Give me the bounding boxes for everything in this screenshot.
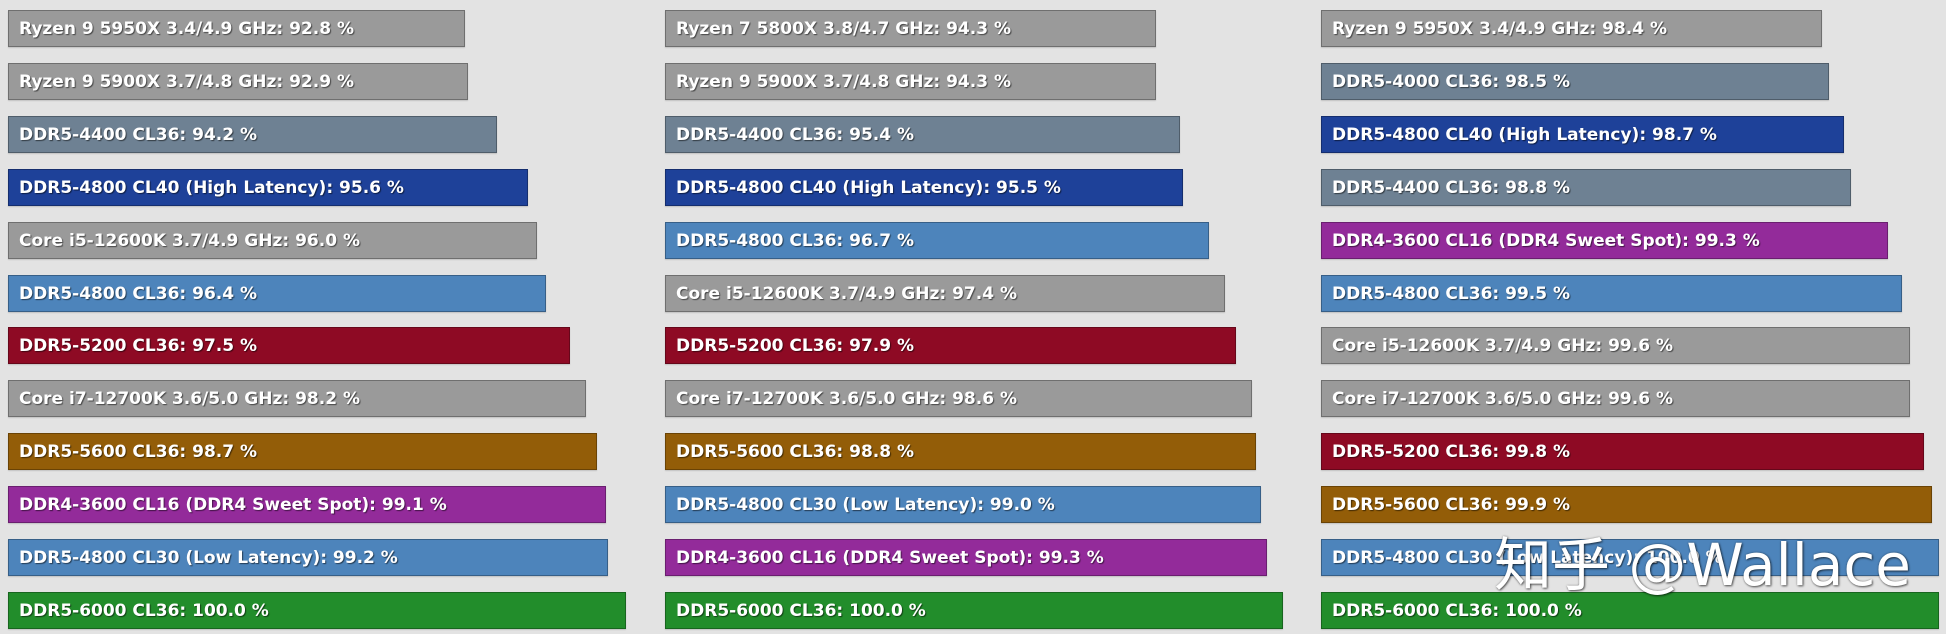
bar-label: DDR5-6000 CL36: 100.0 % — [1332, 600, 1582, 621]
chart-bar: Core i5-12600K 3.7/4.9 GHz: 97.4 % — [665, 275, 1225, 312]
chart-bar: DDR4-3600 CL16 (DDR4 Sweet Spot): 99.3 % — [665, 539, 1267, 576]
chart-bar: Core i5-12600K 3.7/4.9 GHz: 96.0 % — [8, 222, 537, 259]
bar-label: DDR5-5600 CL36: 98.8 % — [676, 441, 915, 462]
chart-bar: DDR5-4800 CL36: 96.4 % — [8, 275, 546, 312]
chart-bar: DDR5-4800 CL30 (Low Latency): 100.0 % — [1321, 539, 1939, 576]
bar-label: DDR5-4800 CL40 (High Latency): 95.6 % — [19, 177, 404, 198]
chart-bar: Ryzen 9 5900X 3.7/4.8 GHz: 94.3 % — [665, 63, 1156, 100]
chart-bar: DDR5-5600 CL36: 99.9 % — [1321, 486, 1932, 523]
bar-label: DDR4-3600 CL16 (DDR4 Sweet Spot): 99.3 % — [1332, 230, 1760, 251]
chart-bar: DDR5-4800 CL40 (High Latency): 95.5 % — [665, 169, 1183, 206]
bar-label: Ryzen 9 5950X 3.4/4.9 GHz: 98.4 % — [1332, 18, 1667, 39]
chart-bar: DDR5-4400 CL36: 94.2 % — [8, 116, 497, 153]
bar-label: DDR5-4000 CL36: 98.5 % — [1332, 71, 1571, 92]
bar-label: Core i5-12600K 3.7/4.9 GHz: 96.0 % — [19, 230, 360, 251]
chart-bar: DDR5-5200 CL36: 99.8 % — [1321, 433, 1924, 470]
chart-bar: DDR4-3600 CL16 (DDR4 Sweet Spot): 99.1 % — [8, 486, 606, 523]
bar-label: DDR5-5200 CL36: 97.5 % — [19, 335, 258, 356]
chart-bar: Core i7-12700K 3.6/5.0 GHz: 99.6 % — [1321, 380, 1910, 417]
chart-bar: Ryzen 7 5800X 3.8/4.7 GHz: 94.3 % — [665, 10, 1156, 47]
chart-bar: DDR5-4800 CL36: 99.5 % — [1321, 275, 1902, 312]
chart-bar: DDR5-4400 CL36: 95.4 % — [665, 116, 1180, 153]
bar-label: DDR5-4800 CL40 (High Latency): 98.7 % — [1332, 124, 1717, 145]
bar-label: DDR5-5600 CL36: 98.7 % — [19, 441, 258, 462]
chart-bar: DDR5-4800 CL36: 96.7 % — [665, 222, 1209, 259]
chart-panel-left: Ryzen 9 5950X 3.4/4.9 GHz: 92.8 % Ryzen 9… — [8, 0, 626, 634]
bar-label: DDR5-6000 CL36: 100.0 % — [19, 600, 269, 621]
chart-panel-middle: Ryzen 7 5800X 3.8/4.7 GHz: 94.3 % Ryzen 9… — [665, 0, 1283, 634]
chart-bar: Ryzen 9 5900X 3.7/4.8 GHz: 92.9 % — [8, 63, 468, 100]
bar-label: Ryzen 7 5800X 3.8/4.7 GHz: 94.3 % — [676, 18, 1011, 39]
bar-label: DDR5-4800 CL40 (High Latency): 95.5 % — [676, 177, 1061, 198]
chart-bar: DDR5-5200 CL36: 97.5 % — [8, 327, 570, 364]
chart-bar: Core i7-12700K 3.6/5.0 GHz: 98.6 % — [665, 380, 1252, 417]
chart-bar: DDR5-5200 CL36: 97.9 % — [665, 327, 1236, 364]
chart-bar: DDR5-4800 CL30 (Low Latency): 99.0 % — [665, 486, 1261, 523]
bar-label: DDR5-4800 CL30 (Low Latency): 100.0 % — [1332, 547, 1723, 568]
bar-label: DDR5-4800 CL30 (Low Latency): 99.0 % — [676, 494, 1055, 515]
chart-panel-right: Ryzen 9 5950X 3.4/4.9 GHz: 98.4 % DDR5-40… — [1321, 0, 1939, 634]
bar-label: Ryzen 9 5950X 3.4/4.9 GHz: 92.8 % — [19, 18, 354, 39]
bar-label: DDR5-5200 CL36: 99.8 % — [1332, 441, 1571, 462]
watermark-text: 知乎 @Wallace — [1494, 531, 1911, 599]
chart-bar: Core i5-12600K 3.7/4.9 GHz: 99.6 % — [1321, 327, 1910, 364]
chart-bar: Core i7-12700K 3.6/5.0 GHz: 98.2 % — [8, 380, 586, 417]
bar-label: Ryzen 9 5900X 3.7/4.8 GHz: 94.3 % — [676, 71, 1011, 92]
chart-bar: Ryzen 9 5950X 3.4/4.9 GHz: 98.4 % — [1321, 10, 1822, 47]
chart-bar: DDR5-4000 CL36: 98.5 % — [1321, 63, 1829, 100]
bar-label: DDR5-4800 CL36: 99.5 % — [1332, 283, 1571, 304]
bar-label: DDR5-4800 CL36: 96.4 % — [19, 283, 258, 304]
chart-bar: DDR5-6000 CL36: 100.0 % — [8, 592, 626, 629]
chart-bar: DDR5-5600 CL36: 98.8 % — [665, 433, 1256, 470]
bar-label: Core i7-12700K 3.6/5.0 GHz: 98.6 % — [676, 388, 1017, 409]
chart-bar: Ryzen 9 5950X 3.4/4.9 GHz: 92.8 % — [8, 10, 465, 47]
chart-bar: DDR5-5600 CL36: 98.7 % — [8, 433, 597, 470]
bar-label: DDR5-4800 CL30 (Low Latency): 99.2 % — [19, 547, 398, 568]
chart-bar: DDR5-6000 CL36: 100.0 % — [665, 592, 1283, 629]
bar-label: Core i5-12600K 3.7/4.9 GHz: 99.6 % — [1332, 335, 1673, 356]
bar-label: Core i7-12700K 3.6/5.0 GHz: 98.2 % — [19, 388, 360, 409]
chart-bar: DDR5-4800 CL30 (Low Latency): 99.2 % — [8, 539, 608, 576]
chart-bar: DDR5-6000 CL36: 100.0 % — [1321, 592, 1939, 629]
chart-bar: DDR5-4400 CL36: 98.8 % — [1321, 169, 1851, 206]
bar-label: DDR5-5200 CL36: 97.9 % — [676, 335, 915, 356]
bar-label: DDR5-6000 CL36: 100.0 % — [676, 600, 926, 621]
bar-label: DDR5-4800 CL36: 96.7 % — [676, 230, 915, 251]
bar-label: DDR5-4400 CL36: 95.4 % — [676, 124, 915, 145]
chart-bar: DDR4-3600 CL16 (DDR4 Sweet Spot): 99.3 % — [1321, 222, 1888, 259]
chart-bar: DDR5-4800 CL40 (High Latency): 98.7 % — [1321, 116, 1844, 153]
bar-label: DDR5-4400 CL36: 94.2 % — [19, 124, 258, 145]
bar-label: DDR4-3600 CL16 (DDR4 Sweet Spot): 99.3 % — [676, 547, 1104, 568]
bar-label: Core i5-12600K 3.7/4.9 GHz: 97.4 % — [676, 283, 1017, 304]
bar-label: Ryzen 9 5900X 3.7/4.8 GHz: 92.9 % — [19, 71, 354, 92]
bar-label: DDR4-3600 CL16 (DDR4 Sweet Spot): 99.1 % — [19, 494, 447, 515]
bar-label: Core i7-12700K 3.6/5.0 GHz: 99.6 % — [1332, 388, 1673, 409]
chart-bar: DDR5-4800 CL40 (High Latency): 95.6 % — [8, 169, 528, 206]
bar-label: DDR5-5600 CL36: 99.9 % — [1332, 494, 1571, 515]
bar-label: DDR5-4400 CL36: 98.8 % — [1332, 177, 1571, 198]
